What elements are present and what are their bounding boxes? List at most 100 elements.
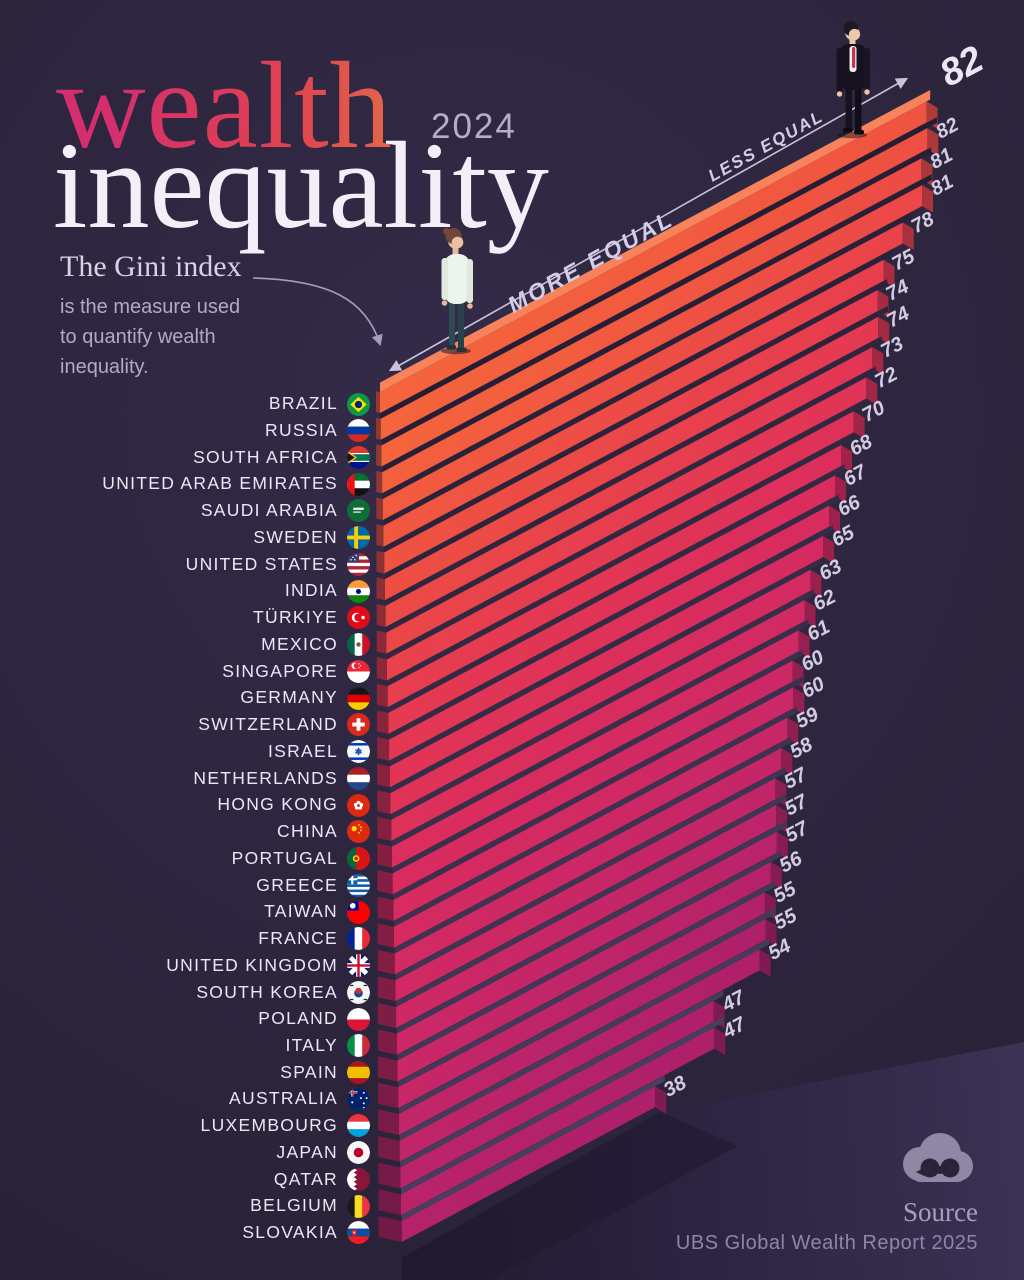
bar-slovakia (378, 1075, 667, 1242)
gini-note-heading: The Gini index (60, 250, 242, 283)
flag-united-kingdom-icon (347, 954, 370, 978)
flag-italy-icon (347, 1034, 370, 1058)
bar-qatar (378, 989, 725, 1189)
bar-israel (377, 494, 841, 761)
country-label-portugal: PORTUGAL (231, 847, 338, 868)
country-label-poland: POLAND (258, 1008, 338, 1029)
country-label-belgium: BELGIUM (250, 1195, 338, 1216)
flag-taiwan-icon (347, 900, 370, 924)
bar-italy (377, 820, 788, 1055)
flag-south-korea-icon (347, 980, 370, 1004)
country-row-qatar: QATAR (0, 1166, 370, 1192)
country-row-greece: GREECE (0, 872, 370, 898)
flag-qatar-icon (347, 1167, 370, 1191)
country-label-france: FRANCE (258, 928, 338, 949)
wall-cast-shadow (402, 1112, 738, 1280)
country-row-hong-kong: HONG KONG (0, 792, 370, 818)
country-label-qatar: QATAR (273, 1168, 338, 1189)
country-label-china: CHINA (277, 821, 338, 842)
flag-singapore-icon (347, 659, 370, 683)
flag-saudi-arabia-icon (347, 499, 370, 523)
country-row-saudi-arabia: SAUDI ARABIA (0, 498, 370, 524)
flag-israel-icon (347, 740, 370, 764)
voronoi-logo-icon (903, 1133, 973, 1182)
bar-china (377, 589, 816, 841)
source-text: UBS Global Wealth Report 2025 (675, 1232, 978, 1255)
bar-japan (378, 938, 771, 1162)
source-label: Source (903, 1197, 978, 1227)
country-label-australia: AUSTRALIA (229, 1088, 338, 1109)
country-row-china: CHINA (0, 819, 370, 845)
bar-netherlands (377, 525, 835, 788)
bar-poland (377, 794, 788, 1029)
bar-singapore (376, 400, 865, 681)
country-row-australia: AUSTRALIA (0, 1086, 370, 1112)
flag-belgium-icon (347, 1194, 370, 1218)
flag-united-arab-emirates-icon (347, 472, 370, 496)
country-label-turkiye: TÜRKIYE (253, 607, 338, 628)
bar-spain (378, 851, 782, 1082)
flag-australia-icon (347, 1087, 370, 1111)
country-row-south-korea: SOUTH KOREA (0, 979, 370, 1005)
axis-arrow (388, 77, 909, 372)
bar-switzerland (376, 464, 847, 734)
gini-note-line1: is the measure used (60, 296, 241, 318)
country-row-united-states: UNITED STATES (0, 551, 370, 577)
country-row-russia: RUSSIA (0, 418, 370, 444)
country-label-luxembourg: LUXEMBOURG (200, 1115, 338, 1136)
country-label-netherlands: NETHERLANDS (193, 767, 338, 788)
country-label-russia: RUSSIA (265, 419, 338, 440)
country-row-united-arab-emirates: UNITED ARAB EMIRATES (0, 471, 370, 497)
country-label-saudi-arabia: SAUDI ARABIA (200, 500, 338, 521)
country-row-spain: SPAIN (0, 1060, 370, 1086)
flag-netherlands-icon (347, 766, 370, 790)
country-label-switzerland: SWITZERLAND (198, 714, 338, 735)
country-row-india: INDIA (0, 578, 370, 604)
bar-mexico (376, 366, 878, 654)
flag-hong-kong-icon (347, 793, 370, 817)
country-row-brazil: BRAZIL (0, 391, 370, 417)
country-row-israel: ISRAEL (0, 739, 370, 765)
country-row-france: FRANCE (0, 926, 370, 952)
flag-united-states-icon (347, 552, 370, 576)
bar-greece (377, 649, 804, 895)
flag-china-icon (347, 820, 370, 844)
bar-australia (378, 881, 776, 1109)
country-label-germany: GERMANY (240, 687, 338, 708)
flag-japan-icon (347, 1141, 370, 1165)
flag-russia-icon (347, 419, 370, 443)
country-row-united-kingdom: UNITED KINGDOM (0, 953, 370, 979)
flag-germany-icon (347, 686, 370, 710)
flag-sweden-icon (347, 526, 370, 550)
country-row-germany: GERMANY (0, 685, 370, 711)
bar-united-kingdom (377, 736, 793, 975)
flag-poland-icon (347, 1007, 370, 1031)
flag-mexico-icon (347, 633, 370, 657)
country-label-greece: GREECE (256, 874, 338, 895)
country-label-hong-kong: HONG KONG (217, 794, 338, 815)
flag-switzerland-icon (347, 713, 370, 737)
country-label-taiwan: TAIWAN (264, 901, 338, 922)
figure-man-icon (836, 21, 870, 139)
country-row-italy: ITALY (0, 1033, 370, 1059)
country-label-singapore: SINGAPORE (222, 660, 338, 681)
country-row-switzerland: SWITZERLAND (0, 712, 370, 738)
country-row-belgium: BELGIUM (0, 1193, 370, 1219)
gini-pointer-arrow (252, 277, 383, 347)
flag-greece-icon (347, 873, 370, 897)
country-row-japan: JAPAN (0, 1140, 370, 1166)
country-label-italy: ITALY (285, 1035, 338, 1055)
country-label-united-states: UNITED STATES (185, 553, 338, 574)
flag-turkiye-icon (347, 606, 370, 630)
bar-hong-kong (377, 558, 822, 815)
country-label-japan: JAPAN (276, 1141, 338, 1162)
country-label-sweden: SWEDEN (253, 526, 338, 547)
country-label-brazil: BRAZIL (268, 393, 338, 414)
country-row-taiwan: TAIWAN (0, 899, 370, 925)
country-label-israel: ISRAEL (267, 740, 338, 761)
country-row-south-africa: SOUTH AFRICA (0, 444, 370, 470)
country-row-netherlands: NETHERLANDS (0, 765, 370, 791)
bar-taiwan (377, 676, 805, 922)
